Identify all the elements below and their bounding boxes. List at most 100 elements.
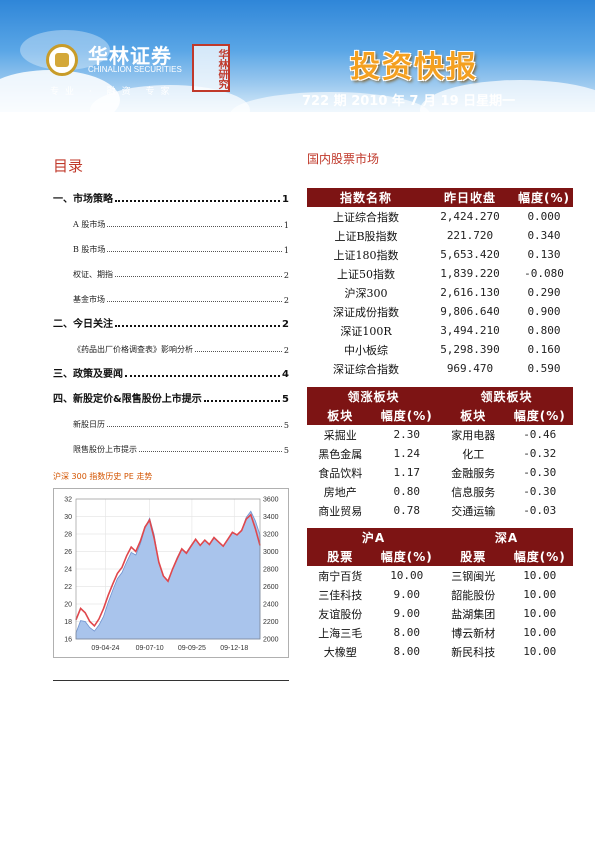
table-row: 南宁百货 10.00 三钢闽光 10.00	[307, 566, 573, 585]
stock-name-cell: 大橡塑	[323, 645, 357, 659]
toc-entry-page: 5	[283, 446, 289, 455]
prev-close-cell: 221.720	[446, 229, 494, 242]
toc-leader-dots	[203, 400, 281, 402]
index-name-cell: 上证180指数	[333, 248, 399, 262]
index-name-cell: 深证综合指数	[333, 362, 399, 376]
sector-name-cell: 商业贸易	[318, 504, 363, 518]
prev-close-cell: 1,839.220	[440, 267, 500, 280]
table-row: 上证综合指数 2,424.270 0.000	[307, 207, 573, 226]
header-index-name: 指数名称	[307, 188, 425, 207]
pe-history-chart: 16 18 20 22 24 26 28 30 32 2000 2200 2400 2600 2800 30…	[53, 488, 289, 658]
top-group-header: 沪A 深A	[307, 528, 573, 547]
sector-change-cell: -0.32	[523, 447, 557, 460]
toc-entry[interactable]: A 股市场 1	[53, 205, 289, 230]
toc-leader-dots	[115, 276, 282, 277]
toc-entry-label: 限售股份上市提示	[73, 445, 137, 454]
sector-group-header: 领涨板块 领跌板块	[307, 387, 573, 406]
table-row: 友谊股份 9.00 盐湖集团 10.00	[307, 604, 573, 623]
toc-entry-page: 1	[283, 221, 289, 230]
stock-change-cell: 10.00	[390, 569, 424, 582]
stock-name-cell: 盐湖集团	[451, 607, 496, 621]
x-axis-tick-label: 09-07-10	[136, 645, 164, 652]
toc-entry-label: 一、市场策略	[53, 194, 113, 205]
index-name-cell: 上证综合指数	[333, 210, 399, 224]
toc-entry[interactable]: 新股日历 5	[53, 405, 289, 430]
right-axis-tick-label: 3200	[263, 532, 279, 539]
pe-line-series	[75, 513, 261, 628]
x-axis-tick-label: 09-12-18	[220, 645, 248, 652]
toc-entry-label: 《药品出厂价格调查表》影响分析	[73, 345, 193, 354]
toc-entry-page: 2	[283, 346, 289, 355]
sector-name-cell: 房地产	[323, 485, 357, 499]
change-cell: 0.590	[527, 362, 561, 375]
table-row: 房地产 0.80 信息服务 -0.30	[307, 482, 573, 501]
left-axis-tick-label: 28	[64, 532, 72, 539]
change-cell: 0.000	[527, 210, 561, 223]
header-leading-up: 领涨板块	[307, 387, 440, 406]
toc-title: 目录	[53, 157, 84, 175]
table-row: 采掘业 2.30 家用电器 -0.46	[307, 425, 573, 444]
toc-leader-dots	[107, 426, 282, 427]
table-row: 三佳科技 9.00 韶能股份 10.00	[307, 585, 573, 604]
pe-chart-svg: 16 18 20 22 24 26 28 30 32 2000 2200 2400 2600 2800 30…	[64, 497, 279, 653]
header-stock: 股票	[440, 547, 507, 566]
toc-entry-label: 二、今日关注	[53, 319, 113, 330]
stock-name-cell: 新民科技	[451, 645, 496, 659]
toc-entry[interactable]: 一、市场策略 1	[53, 180, 289, 205]
plot-frame	[75, 498, 261, 640]
chart-title: 沪深 300 指数历史 PE 走势	[53, 472, 153, 481]
table-row: 中小板综 5,298.390 0.160	[307, 340, 573, 359]
toc-entry-page: 2	[282, 319, 289, 330]
sector-change-cell: 1.17	[393, 466, 421, 479]
sector-change-cell: -0.30	[523, 485, 557, 498]
change-cell: 0.130	[527, 248, 561, 261]
table-row: 沪深300 2,616.130 0.290	[307, 283, 573, 302]
sector-name-cell: 信息服务	[451, 485, 496, 499]
sector-name-cell: 家用电器	[451, 428, 496, 442]
toc-entry[interactable]: 二、今日关注 2	[53, 305, 289, 330]
left-axis-tick-label: 18	[64, 619, 72, 626]
toc-entry-page: 1	[282, 194, 289, 205]
sector-name-cell: 采掘业	[323, 428, 357, 442]
toc-entry[interactable]: 三、政策及要闻 4	[53, 355, 289, 380]
header-banner: 华林证券 CHINALION SECURITIES 专业 · 融资 专家 华林研…	[0, 0, 595, 112]
table-row: 深证成份指数 9,806.640 0.900	[307, 302, 573, 321]
toc-leader-dots	[107, 251, 282, 252]
change-cell: 0.340	[527, 229, 561, 242]
right-axis-tick-label: 2000	[263, 637, 279, 644]
sector-change-cell: 0.80	[393, 485, 421, 498]
research-seal: 华林研究	[192, 44, 230, 92]
toc-entry-label: 新股日历	[73, 420, 105, 429]
stock-change-cell: 10.00	[523, 569, 557, 582]
toc-entry-page: 1	[283, 246, 289, 255]
x-axis-tick-label: 09-09-25	[178, 645, 206, 652]
toc-entry-page: 2	[283, 271, 289, 280]
toc-entry[interactable]: 权证、期指 2	[53, 255, 289, 280]
top-stocks-table: 沪A 深A 股票 幅度(%) 股票 幅度(%) 南宁百货 10.00 三钢闽光 10.…	[307, 528, 573, 661]
index-table: 指数名称 昨日收盘 幅度(%) 上证综合指数 2,424.270 0.000 上证B股…	[307, 188, 573, 378]
stock-name-cell: 韶能股份	[451, 588, 496, 602]
toc-entry[interactable]: 《药品出厂价格调查表》影响分析 2	[53, 330, 289, 355]
index-table-header: 指数名称 昨日收盘 幅度(%)	[307, 188, 573, 207]
toc-entry[interactable]: 限售股份上市提示 5	[53, 430, 289, 455]
toc-entry[interactable]: 四、新股定价&限售股份上市提示 5	[53, 380, 289, 405]
header-leading-down: 领跌板块	[440, 387, 573, 406]
toc-entry[interactable]: B 股市场 1	[53, 230, 289, 255]
index-name-cell: 深证100R	[340, 324, 392, 338]
prev-close-cell: 969.470	[446, 362, 494, 375]
sector-sub-header: 板块 幅度(%) 板块 幅度(%)	[307, 406, 573, 425]
sector-name-cell: 交通运输	[451, 504, 496, 518]
index-name-cell: 上证50指数	[337, 267, 395, 281]
company-name-en: CHINALION SECURITIES	[88, 65, 182, 74]
change-cell: 0.900	[527, 305, 561, 318]
table-row: 深证100R 3,494.210 0.800	[307, 321, 573, 340]
toc-entry[interactable]: 基金市场 2	[53, 280, 289, 305]
sector-change-cell: 1.24	[393, 447, 421, 460]
prev-close-cell: 5,298.390	[440, 343, 500, 356]
table-row: 上海三毛 8.00 博云新材 10.00	[307, 623, 573, 642]
change-cell: 0.160	[527, 343, 561, 356]
left-axis-tick-label: 26	[64, 549, 72, 556]
company-slogan: 专业 · 融资 专家	[50, 87, 176, 97]
toc-entry-page: 4	[282, 369, 289, 380]
stock-change-cell: 9.00	[393, 607, 421, 620]
